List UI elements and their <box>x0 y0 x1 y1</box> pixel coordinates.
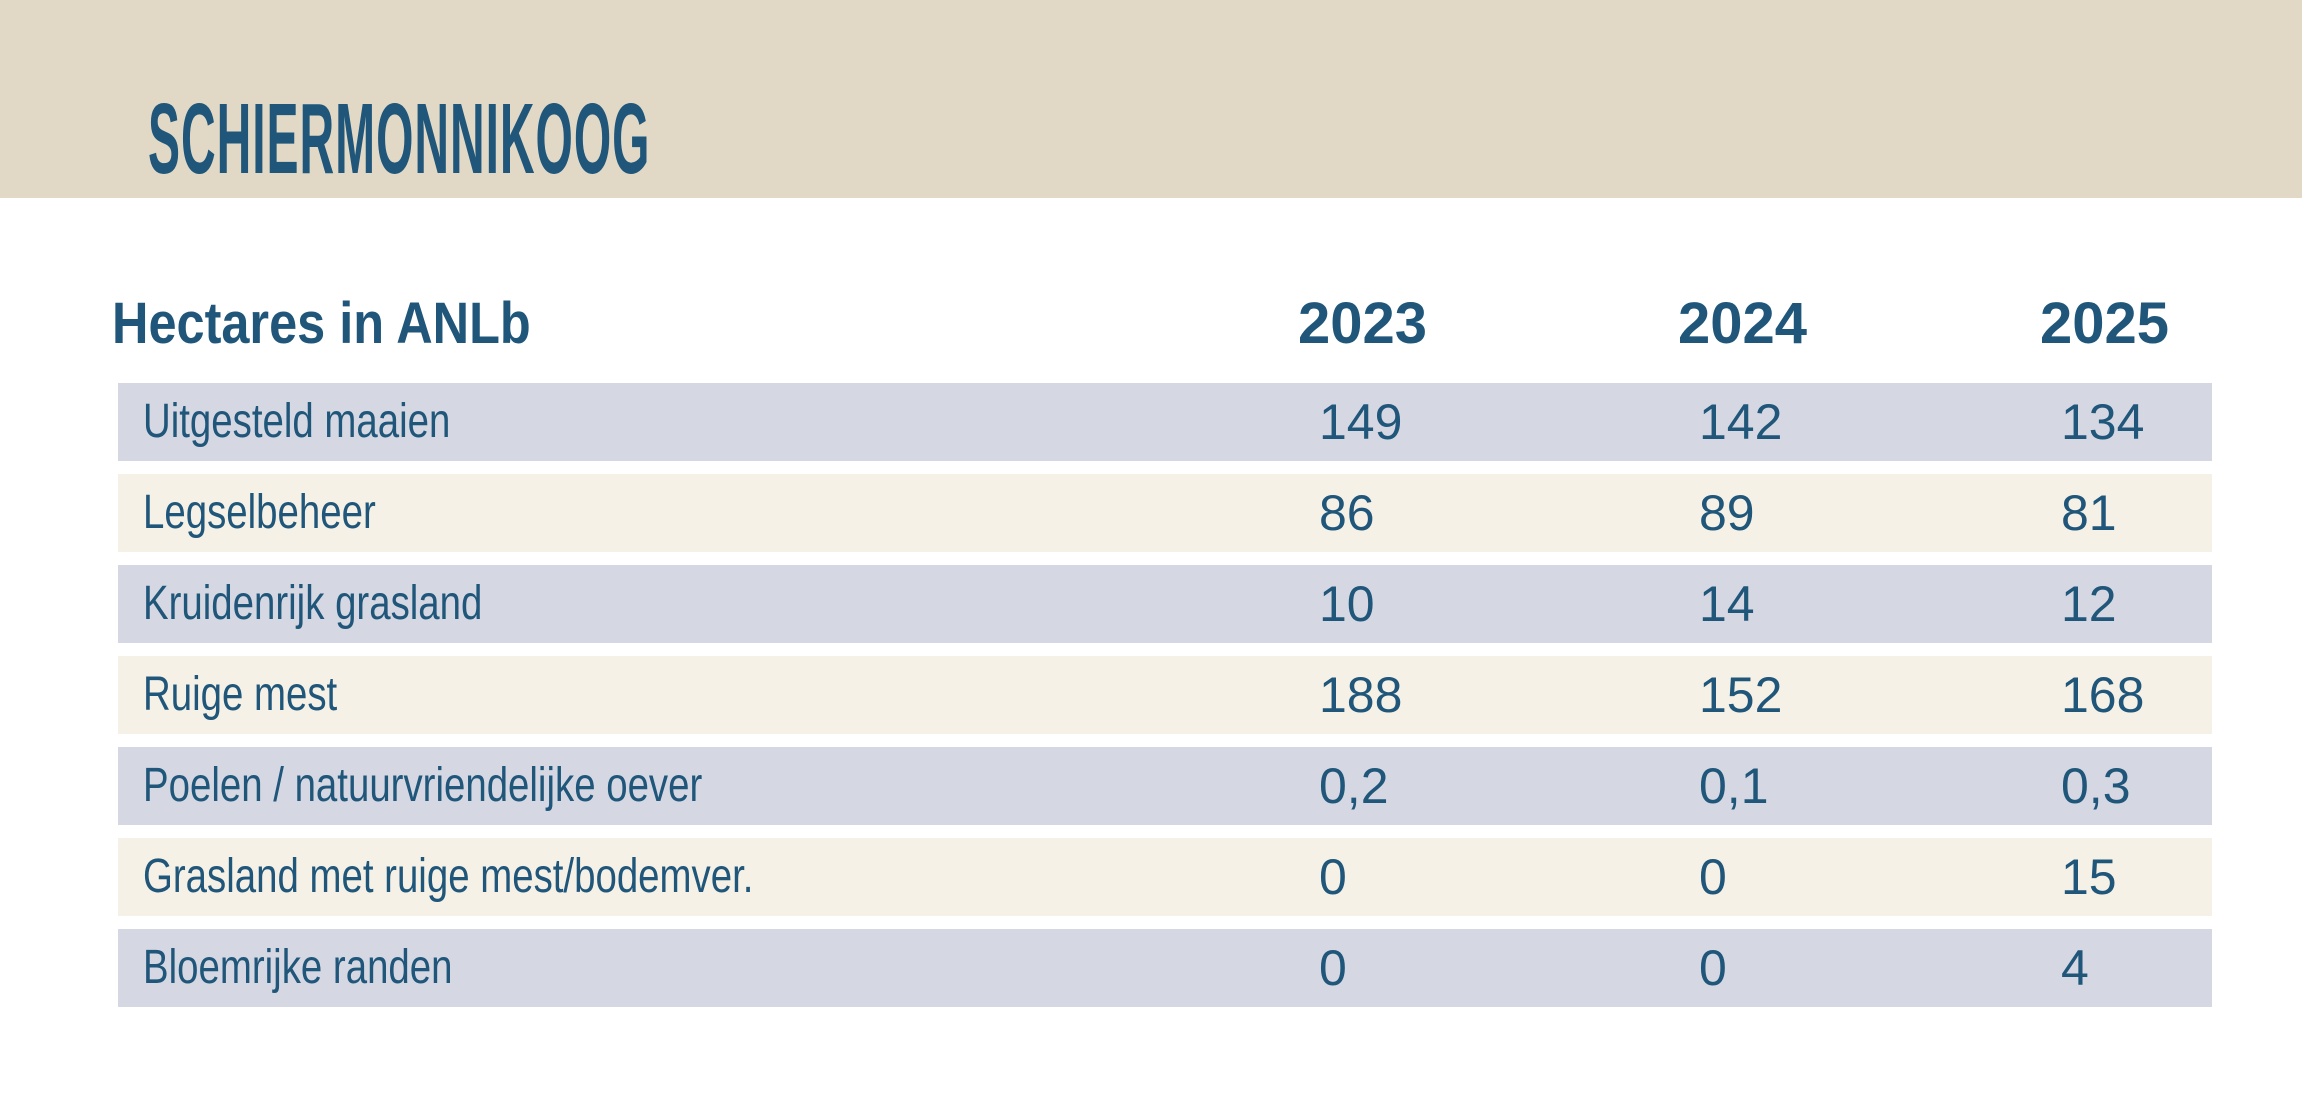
value-cell: 0 <box>1319 940 1347 996</box>
value-cell: 152 <box>1699 667 1783 723</box>
value-cell: 15 <box>2061 849 2117 905</box>
value-cell: 4 <box>2061 940 2089 996</box>
value-cell: 0,2 <box>1319 758 1389 814</box>
table-row: Ruige mest 188 152 168 <box>118 656 2212 734</box>
value-cell: 168 <box>2061 667 2145 723</box>
value-cell: 0,3 <box>2061 758 2131 814</box>
table-row: Poelen / natuurvriendelijke oever 0,2 0,1 0… <box>118 747 2212 825</box>
column-header-2024: 2024 <box>1678 291 1808 356</box>
hectares-table: Hectares in ANLb 2023 2024 2025 Uitgeste… <box>112 285 2212 1007</box>
row-label: Uitgesteld maaien <box>143 395 451 448</box>
value-cell: 142 <box>1699 394 1783 450</box>
title-banner: SCHIERMONNIKOOG <box>0 0 2302 198</box>
row-label: Ruige mest <box>143 668 338 721</box>
value-cell: 89 <box>1699 485 1755 541</box>
table-row: Legselbeheer 86 89 81 <box>118 474 2212 552</box>
row-label: Poelen / natuurvriendelijke oever <box>143 759 703 812</box>
table-row: Uitgesteld maaien 149 142 134 <box>118 383 2212 461</box>
value-cell: 0 <box>1319 849 1347 905</box>
column-header-2025: 2025 <box>2040 291 2170 356</box>
value-cell: 134 <box>2061 394 2145 450</box>
value-cell: 0 <box>1699 849 1727 905</box>
row-label: Bloemrijke randen <box>143 941 453 994</box>
table-row: Kruidenrijk grasland 10 14 12 <box>118 565 2212 643</box>
value-cell: 81 <box>2061 485 2117 541</box>
table-body: Uitgesteld maaien 149 142 134 Legselbeheer 86… <box>118 383 2212 1007</box>
table-row: Grasland met ruige mest/bodemver. 0 0 15 <box>118 838 2212 916</box>
value-cell: 86 <box>1319 485 1375 541</box>
value-cell: 188 <box>1319 667 1403 723</box>
table-header-label: Hectares in ANLb <box>112 291 531 356</box>
value-cell: 10 <box>1319 576 1375 632</box>
row-label: Kruidenrijk grasland <box>143 577 483 630</box>
column-header-2023: 2023 <box>1298 291 1428 356</box>
row-label: Legselbeheer <box>143 486 376 539</box>
row-label: Grasland met ruige mest/bodemver. <box>143 850 754 903</box>
page-title: SCHIERMONNIKOOG <box>148 83 651 195</box>
value-cell: 0,1 <box>1699 758 1769 814</box>
table-header-row: Hectares in ANLb 2023 2024 2025 <box>112 285 2212 363</box>
value-cell: 14 <box>1699 576 1755 632</box>
table-row: Bloemrijke randen 0 0 4 <box>118 929 2212 1007</box>
value-cell: 0 <box>1699 940 1727 996</box>
value-cell: 149 <box>1319 394 1403 450</box>
value-cell: 12 <box>2061 576 2117 632</box>
